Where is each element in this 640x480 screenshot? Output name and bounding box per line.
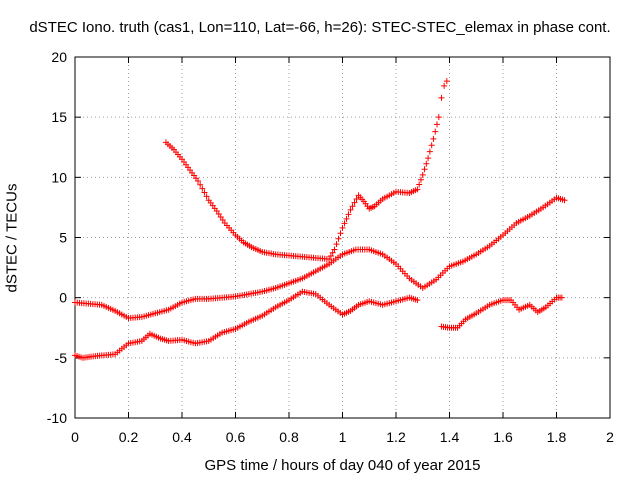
data-point [434, 121, 441, 128]
data-point [203, 193, 210, 200]
x-tick-label: 0.2 [119, 429, 139, 445]
data-point [419, 171, 426, 178]
data-point [558, 294, 565, 301]
data-point [195, 177, 202, 184]
data-point [347, 206, 354, 213]
chart-title: dSTEC Iono. truth (cas1, Lon=110, Lat=-6… [29, 19, 611, 36]
data-point [353, 195, 360, 202]
data-point [219, 217, 226, 224]
data-point [414, 186, 421, 193]
data-point [331, 246, 338, 253]
data-point [416, 181, 423, 188]
data-point [329, 249, 336, 256]
data-point [341, 220, 348, 227]
series-3 [162, 78, 450, 263]
x-tick-label: 0 [71, 429, 79, 445]
x-tick-label: 0.4 [172, 429, 192, 445]
data-point [351, 199, 358, 206]
data-point [426, 148, 433, 155]
data-point [327, 252, 334, 259]
data-point [197, 181, 204, 188]
data-point [217, 214, 224, 221]
data-point [435, 114, 442, 121]
data-point [430, 135, 437, 142]
series-2 [72, 288, 421, 361]
data-point [349, 203, 356, 210]
data-point [326, 256, 333, 263]
data-point [421, 166, 428, 173]
grid [75, 57, 610, 418]
data-points [72, 78, 568, 361]
y-tick-label: 10 [51, 169, 67, 185]
data-point [199, 185, 206, 192]
series-1 [72, 194, 568, 322]
x-axis-label: GPS time / hours of day 040 of year 2015 [204, 457, 481, 474]
data-point [337, 230, 344, 237]
data-point [215, 211, 222, 218]
x-tick-label: 1.8 [547, 429, 567, 445]
x-tick-label: 1 [339, 429, 347, 445]
x-tick-label: 2 [606, 429, 614, 445]
data-point [561, 197, 568, 204]
data-point [441, 82, 448, 89]
data-point [343, 215, 350, 222]
y-tick-label: -5 [55, 350, 68, 366]
data-point [345, 211, 352, 218]
y-tick-label: -10 [47, 410, 67, 426]
data-point [414, 297, 421, 304]
y-tick-label: 5 [59, 230, 67, 246]
x-tick-label: 0.8 [279, 429, 299, 445]
axis-ticks: 0 0.2 0.4 0.6 0.8 1 1.2 1.4 1.6 1.8 2 -10 -5 0 5 10 15 20 [47, 49, 614, 445]
data-point [428, 142, 435, 149]
data-point [423, 160, 430, 167]
y-tick-label: 0 [59, 290, 67, 306]
data-point [213, 208, 220, 215]
data-point [333, 241, 340, 248]
data-point [443, 78, 450, 85]
y-tick-label: 20 [51, 49, 67, 65]
data-point [417, 176, 424, 183]
x-tick-label: 1.6 [493, 429, 513, 445]
series-4 [438, 294, 565, 331]
y-axis-label: dSTEC / TECUs [3, 183, 21, 293]
data-point [335, 235, 342, 242]
x-tick-label: 1.4 [440, 429, 460, 445]
x-tick-label: 1.2 [386, 429, 406, 445]
data-point [425, 155, 432, 162]
x-tick-label: 0.6 [226, 429, 246, 445]
data-point [339, 224, 346, 231]
y-tick-label: 15 [51, 109, 67, 125]
data-point [438, 94, 445, 101]
data-point [201, 189, 208, 196]
data-point [432, 128, 439, 135]
